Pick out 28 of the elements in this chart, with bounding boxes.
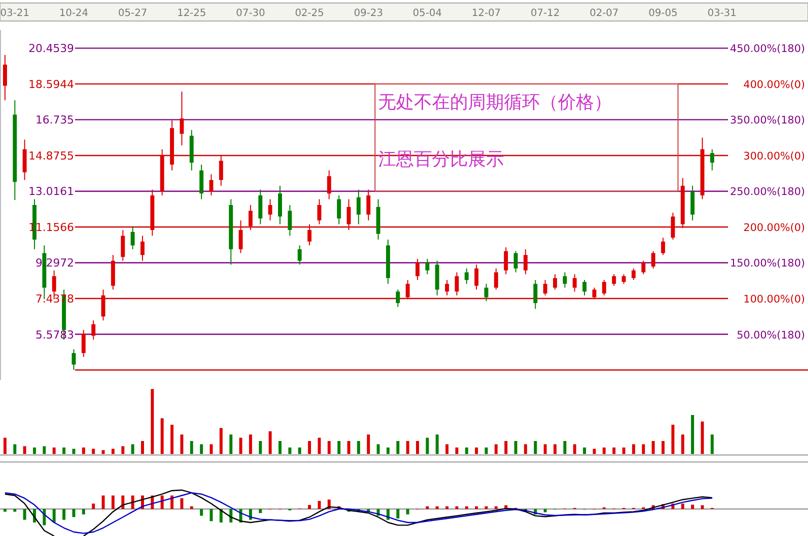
- x-tick-label: 05-27: [118, 8, 148, 19]
- text: 100.00%(0): [743, 294, 805, 306]
- text: 450.00%(180): [730, 43, 805, 56]
- text: 150.00%(180): [730, 258, 805, 270]
- text: 50.00%(180): [736, 329, 805, 342]
- x-tick-label: 12-07: [472, 8, 501, 19]
- y-tick-label: 13.0161: [28, 185, 74, 198]
- x-tick-label: 10-24: [59, 8, 88, 19]
- x-tick-label: 02-07: [590, 8, 619, 19]
- text: 400.00%(0): [743, 78, 805, 91]
- y-tick-label: 16.735: [36, 114, 74, 127]
- text: 300.00%(0): [743, 150, 805, 162]
- text: 250.00%(180): [730, 186, 805, 198]
- x-tick-label: 07-30: [236, 8, 266, 19]
- x-tick-label: 07-12: [530, 8, 560, 19]
- y-tick-label: 14.8755: [28, 149, 74, 162]
- y-tick-label: 18.5944: [28, 78, 74, 91]
- x-tick-label: 05-04: [412, 8, 442, 19]
- x-tick-label: 09-23: [354, 8, 383, 19]
- x-tick-label: 03-31: [707, 8, 737, 19]
- x-tick-label: 03-21: [0, 8, 30, 19]
- annotation: 无处不在的周期循环（价格）: [378, 92, 612, 113]
- x-tick-label: 02-25: [294, 8, 324, 19]
- x-tick-label: 12-25: [177, 8, 206, 19]
- text: 350.00%(180): [730, 114, 805, 127]
- y-tick-label: 20.4539: [28, 42, 74, 56]
- x-tick-label: 09-05: [648, 8, 678, 19]
- text: 200.00%(0): [743, 222, 805, 234]
